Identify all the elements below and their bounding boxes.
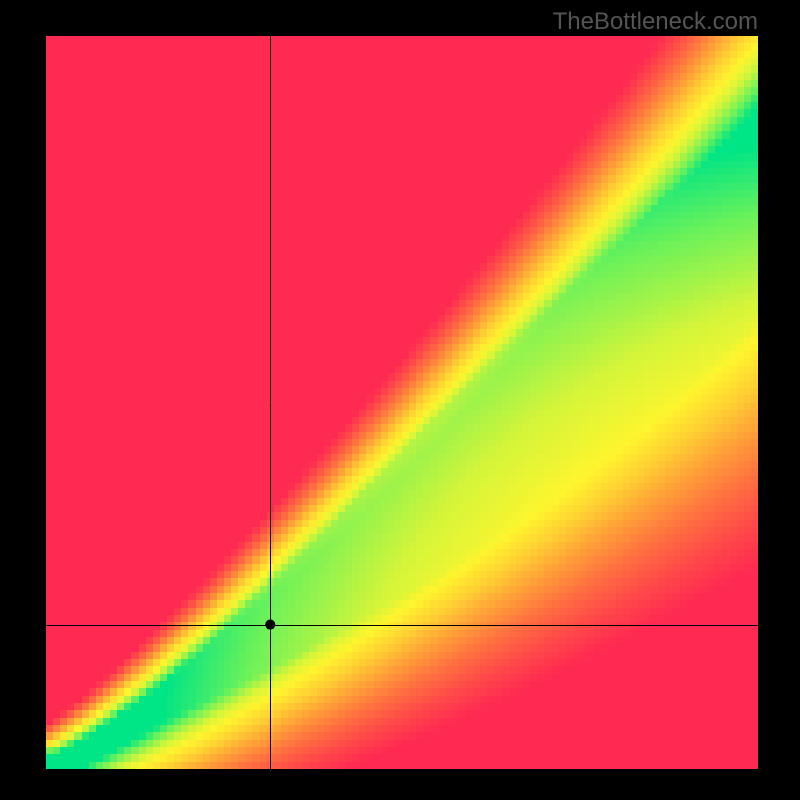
figure-root: TheBottleneck.com	[0, 0, 800, 800]
watermark-text: TheBottleneck.com	[553, 8, 758, 36]
bottleneck-heatmap	[46, 36, 758, 769]
